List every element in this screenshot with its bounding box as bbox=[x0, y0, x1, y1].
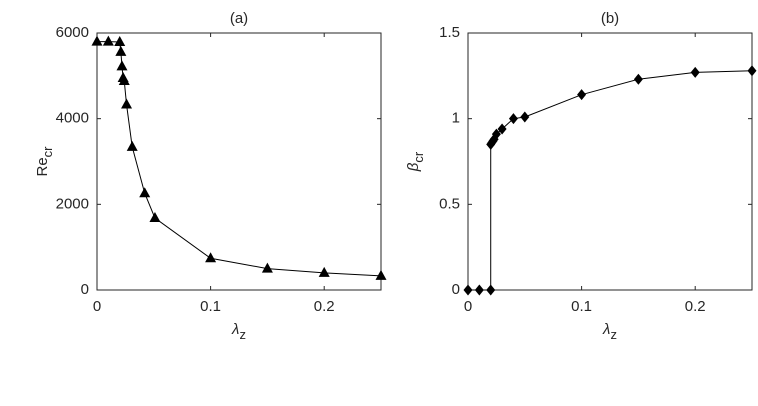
marker bbox=[91, 35, 103, 46]
y-axis-label-main: Re bbox=[34, 157, 51, 176]
marker bbox=[139, 187, 151, 198]
x-axis-label-main: λ bbox=[231, 321, 239, 338]
y-axis-label-main: β bbox=[405, 162, 422, 172]
marker bbox=[205, 252, 217, 263]
marker bbox=[520, 111, 530, 123]
marker bbox=[126, 140, 138, 151]
axes-box bbox=[467, 32, 753, 291]
y-axis-label-sub: cr bbox=[411, 151, 426, 163]
chart-title: (a) bbox=[230, 10, 248, 27]
x-tick-label: 0.1 bbox=[200, 298, 221, 315]
marker bbox=[463, 284, 473, 296]
x-tick-label: 0 bbox=[93, 298, 101, 315]
y-tick-label: 6000 bbox=[56, 24, 89, 41]
marker bbox=[491, 128, 501, 140]
y-tick-label: 4000 bbox=[56, 110, 89, 127]
y-tick-label: 0 bbox=[81, 281, 89, 298]
y-tick-label: 0.5 bbox=[439, 195, 460, 212]
marker bbox=[115, 45, 127, 56]
y-tick-label: 1.5 bbox=[439, 24, 460, 41]
y-tick-label: 2000 bbox=[56, 195, 89, 212]
chart: 0 0.1 0.2 0 2000 4000 6000 (a) λz Recr bbox=[34, 10, 387, 342]
y-axis-label: Recr bbox=[34, 146, 55, 177]
x-axis-label-sub: z bbox=[610, 327, 617, 342]
marker bbox=[375, 269, 387, 280]
marker bbox=[121, 98, 133, 109]
x-axis-label: λz bbox=[602, 321, 617, 342]
chart: 0 0.1 0.2 0 0.5 1 1.5 (b) λz βcr bbox=[405, 10, 757, 342]
x-tick-label: 0.2 bbox=[314, 298, 335, 315]
y-tick-label: 1 bbox=[452, 110, 460, 127]
x-axis-label: λz bbox=[231, 321, 246, 342]
marker bbox=[118, 74, 130, 85]
series-line bbox=[468, 70, 753, 291]
marker bbox=[261, 262, 273, 273]
y-axis-label: βcr bbox=[405, 151, 426, 172]
marker bbox=[102, 35, 114, 46]
marker bbox=[633, 73, 643, 85]
marker bbox=[508, 113, 518, 125]
marker bbox=[149, 212, 161, 223]
x-tick-label: 0 bbox=[464, 298, 472, 315]
x-tick-label: 0.2 bbox=[685, 298, 706, 315]
x-tick-label: 0.1 bbox=[571, 298, 592, 315]
axes-box bbox=[96, 32, 382, 291]
marker bbox=[690, 66, 700, 78]
marker bbox=[114, 35, 126, 46]
x-axis-label-main: λ bbox=[602, 321, 610, 338]
marker bbox=[497, 123, 507, 135]
y-tick-label: 0 bbox=[452, 281, 460, 298]
series-line bbox=[97, 41, 382, 277]
marker bbox=[318, 266, 330, 277]
marker bbox=[577, 89, 587, 101]
marker bbox=[747, 65, 757, 77]
marker bbox=[116, 60, 128, 71]
marker bbox=[474, 284, 484, 296]
marker bbox=[486, 284, 496, 296]
chart-title: (b) bbox=[601, 10, 619, 27]
x-axis-label-sub: z bbox=[239, 327, 246, 342]
y-axis-label-sub: cr bbox=[40, 146, 55, 158]
